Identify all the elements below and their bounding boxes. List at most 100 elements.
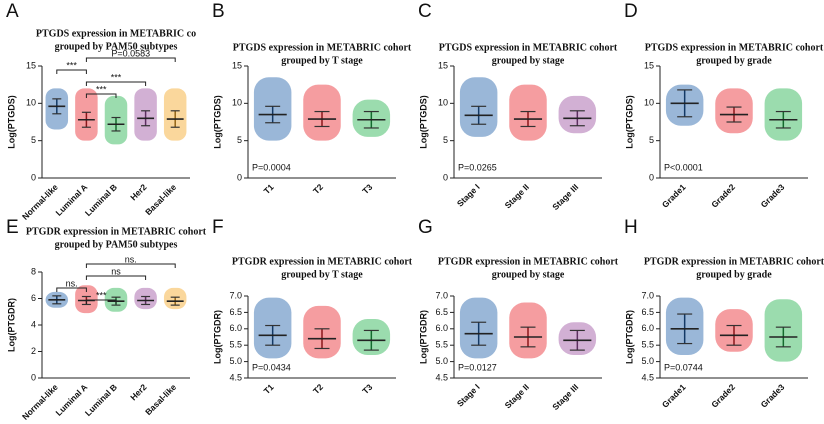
x-tick-label: Stage II	[503, 182, 531, 210]
p-value: P=0.0127	[458, 362, 497, 372]
x-tick-label: Grade1	[660, 382, 688, 410]
comparison-bracket	[85, 57, 176, 62]
y-tick-label: 0	[443, 172, 448, 182]
y-tick-label: 6.5	[435, 307, 448, 317]
x-tick-label: T3	[360, 382, 374, 396]
panel-title: PTGDS expression in METABRIC cohort	[645, 42, 824, 53]
panel-letter: H	[624, 217, 638, 238]
comparison-bracket	[85, 275, 147, 280]
y-tick-label: 0	[31, 372, 36, 382]
y-tick-label: 7.0	[435, 290, 448, 300]
p-value: P=0.0265	[458, 162, 497, 172]
y-axis-label: Log(PTGDS)	[624, 95, 634, 149]
x-tick-label: Grade1	[660, 182, 688, 210]
y-axis-label: Log(PTGDR)	[624, 310, 634, 364]
x-tick-label: Her2	[128, 382, 149, 403]
y-axis-label: Log(PTGDS)	[418, 95, 428, 149]
y-tick-label: 15	[438, 60, 448, 70]
comparison-label: ns.	[66, 278, 78, 288]
x-tick-label: Stage III	[550, 382, 580, 412]
x-tick-label: Grade3	[759, 382, 787, 410]
y-tick-label: 4	[31, 319, 36, 329]
x-tick-label: Basal-like	[143, 382, 178, 417]
comparison-bracket	[85, 93, 117, 98]
p-value: P=0.0004	[252, 162, 291, 172]
y-tick-label: 0	[31, 172, 36, 182]
panel-title: PTGDR expression in METABRIC cohort	[232, 256, 413, 267]
panel-title: grouped by grade	[696, 55, 772, 66]
comparison-label: ***	[66, 60, 77, 70]
x-tick-label: Her2	[128, 182, 149, 203]
y-tick-label: 5	[443, 135, 448, 145]
comparison-label: ns	[111, 266, 121, 276]
comparison-label: ns.	[125, 254, 137, 264]
panel-title: grouped by grade	[696, 269, 772, 280]
y-tick-label: 5.0	[435, 356, 448, 366]
comparison-bracket	[85, 299, 117, 304]
y-tick-label: 7.0	[641, 290, 654, 300]
y-tick-label: 6.0	[435, 323, 448, 333]
y-axis-label: Log(PTGDR)	[6, 298, 16, 352]
p-value: P=0.0434	[252, 362, 291, 372]
y-tick-label: 10	[438, 98, 448, 108]
y-tick-label: 8	[31, 266, 36, 276]
p-value: P<0.0001	[664, 162, 703, 172]
panel-title: PTGDR expression in METABRIC cohort	[26, 226, 207, 237]
y-tick-label: 15	[232, 60, 242, 70]
y-tick-label: 5.0	[641, 356, 654, 366]
comparison-label: ***	[96, 84, 107, 94]
comparison-bracket	[56, 287, 87, 292]
y-tick-label: 5	[237, 135, 242, 145]
panel-title: grouped by T stage	[281, 269, 363, 280]
y-tick-label: 7.0	[229, 290, 242, 300]
panel-title: grouped by stage	[492, 55, 565, 66]
x-tick-label: Basal-like	[143, 182, 178, 217]
panel-title: PTGDS expression in METABRIC cohort	[233, 42, 412, 53]
x-tick-label: Stage II	[503, 382, 531, 410]
y-tick-label: 10	[232, 98, 242, 108]
comparison-label: ***	[111, 72, 122, 82]
y-axis-label: Log(PTGDR)	[418, 310, 428, 364]
y-tick-label: 2	[31, 346, 36, 356]
x-tick-label: Grade3	[759, 182, 787, 210]
x-tick-label: T2	[311, 182, 325, 196]
y-tick-label: 6.5	[229, 307, 242, 317]
panel-letter: A	[6, 1, 19, 22]
x-tick-label: Stage III	[550, 182, 580, 212]
panel-title: grouped by PAM50 subtypes	[55, 239, 178, 250]
y-axis-label: Log(PTGDS)	[212, 95, 222, 149]
y-tick-label: 15	[644, 60, 654, 70]
x-tick-label: T1	[262, 382, 276, 396]
x-tick-label: T2	[311, 382, 325, 396]
x-tick-label: T1	[262, 182, 276, 196]
y-tick-label: 5	[649, 135, 654, 145]
x-tick-label: Grade2	[709, 182, 737, 210]
panel-letter: C	[418, 1, 432, 22]
y-tick-label: 10	[644, 98, 654, 108]
y-tick-label: 5.0	[229, 356, 242, 366]
x-tick-label: T3	[360, 182, 374, 196]
y-tick-label: 4.5	[229, 372, 242, 382]
panel-letter: B	[212, 1, 225, 22]
y-tick-label: 0	[237, 172, 242, 182]
y-tick-label: 15	[26, 60, 36, 70]
y-tick-label: 5	[31, 135, 36, 145]
y-tick-label: 6.5	[641, 307, 654, 317]
x-tick-label: Normal-like	[20, 182, 60, 222]
y-tick-label: 6	[31, 293, 36, 303]
x-tick-label: Luminal B	[83, 182, 119, 218]
x-tick-label: Stage I	[455, 182, 482, 209]
y-tick-label: 10	[26, 98, 36, 108]
panel-letter: G	[418, 217, 433, 238]
comparison-label: P=0.0583	[111, 48, 150, 58]
panel-letter: E	[6, 217, 19, 238]
x-tick-label: Normal-like	[20, 382, 60, 422]
p-value: P=0.0744	[664, 362, 703, 372]
x-tick-label: Grade2	[709, 382, 737, 410]
comparison-bracket	[56, 69, 87, 74]
panel-title: grouped by T stage	[281, 55, 363, 66]
y-tick-label: 0	[649, 172, 654, 182]
y-axis-label: Log(PTGDS)	[6, 95, 16, 149]
x-tick-label: Luminal B	[83, 382, 119, 418]
